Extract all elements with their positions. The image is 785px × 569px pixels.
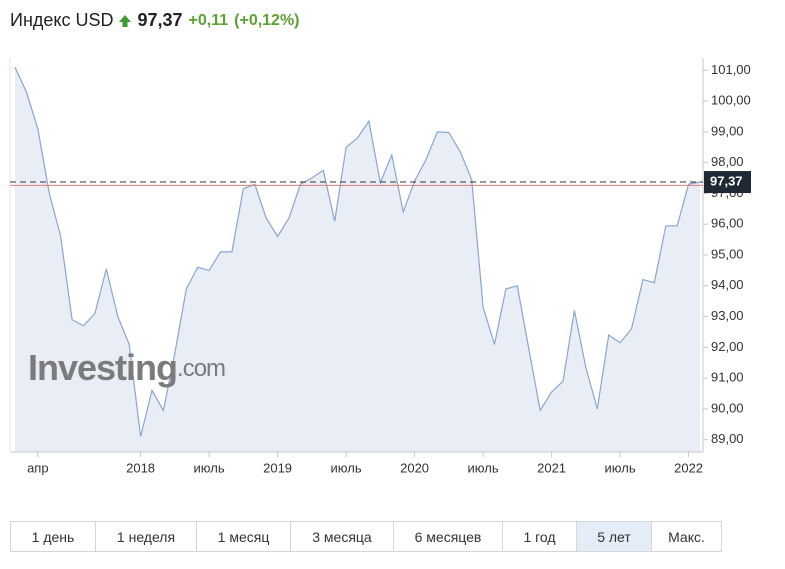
y-tick-label: 98,00 <box>711 154 744 169</box>
y-tick-label: 92,00 <box>711 339 744 354</box>
x-tick-label: июль <box>194 460 225 475</box>
range-button[interactable]: 6 месяцев <box>393 521 503 552</box>
y-tick-label: 96,00 <box>711 216 744 231</box>
line <box>14 66 701 437</box>
range-button[interactable]: 1 неделя <box>95 521 197 552</box>
chart: Investing.com 89,00 90,00 91,00 92,00 93,00 94… <box>9 58 751 475</box>
change-pct: (+0,12%) <box>234 11 300 29</box>
current-label: 97,37 <box>710 173 743 188</box>
y-tick-label: 99,00 <box>711 123 744 138</box>
watermark-suffix: .com <box>177 355 225 382</box>
y-tick-label: 90,00 <box>711 400 744 415</box>
area <box>15 67 700 452</box>
x-tick-label: июль <box>331 460 362 475</box>
y-tick-label: 93,00 <box>711 308 744 323</box>
x-tick-label: июль <box>605 460 636 475</box>
x-tick-label: 2019 <box>263 460 292 475</box>
y-tick-label: 95,00 <box>711 246 744 261</box>
range-button[interactable]: 3 месяца <box>290 521 394 552</box>
watermark: Investing.com <box>28 347 225 388</box>
x-tick-label: 2021 <box>537 460 566 475</box>
title: Индекс USD <box>10 10 114 30</box>
x-tick-label: июль <box>468 460 499 475</box>
current-tag <box>704 171 751 194</box>
up-arrow <box>119 14 132 27</box>
range-button[interactable]: 1 год <box>502 521 577 552</box>
watermark-brand: Investing <box>28 347 177 388</box>
y-tick-label: 91,00 <box>711 370 744 385</box>
change: +0,11 <box>188 11 229 29</box>
y-tick-label: 101,00 <box>711 62 751 77</box>
y-tick-label: 100,00 <box>711 93 751 108</box>
y-tick-label: 94,00 <box>711 277 744 292</box>
x-tick-label: 2022 <box>674 460 703 475</box>
range-button[interactable]: Макс. <box>651 521 722 552</box>
range-button[interactable]: 5 лет <box>576 521 652 552</box>
price: 97,37 <box>137 10 183 30</box>
range-button[interactable]: 1 день <box>10 521 96 552</box>
x-tick-label: апр <box>27 460 49 475</box>
y-tick-label: 89,00 <box>711 431 744 446</box>
range-button[interactable]: 1 месяц <box>196 521 291 552</box>
header: Индекс USD 97,37 +0,11 (+0,12%) <box>10 10 300 31</box>
x-tick-label: 2020 <box>400 460 429 475</box>
x-tick-label: 2018 <box>126 460 155 475</box>
